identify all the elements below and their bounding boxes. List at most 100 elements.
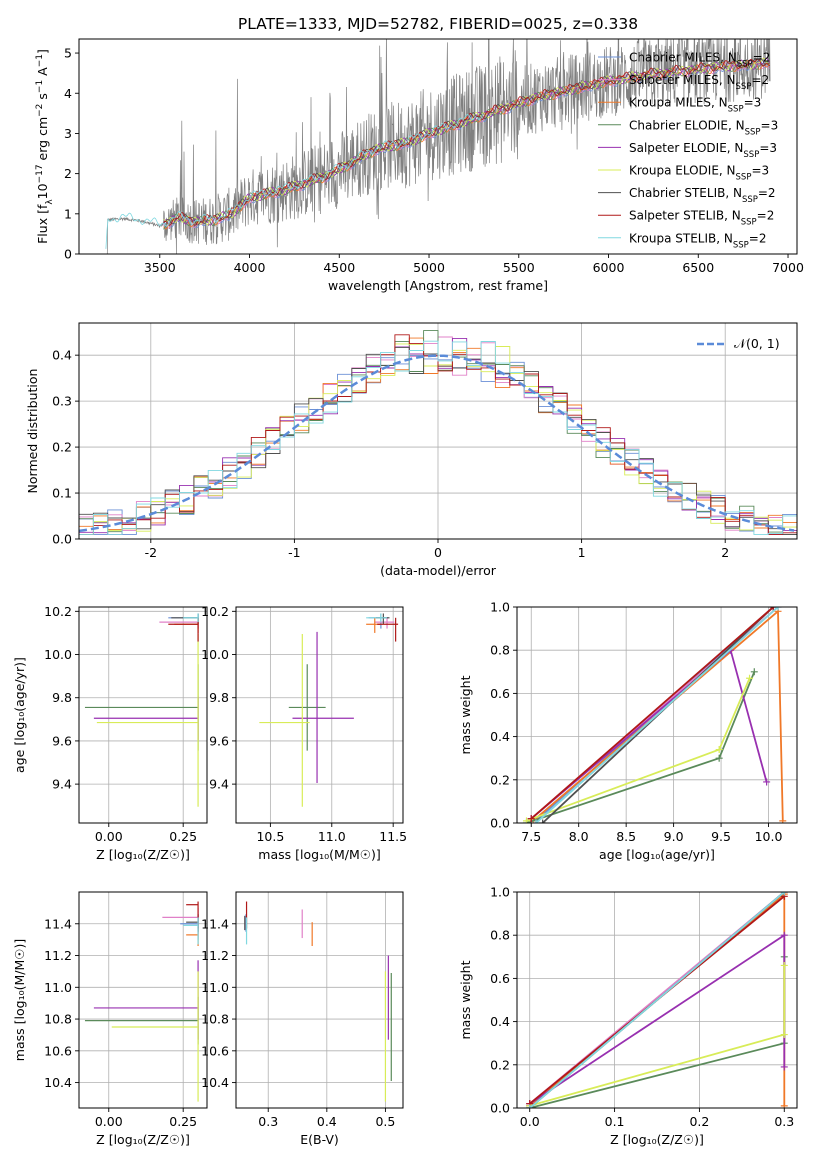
x-tick-label: 0.25	[169, 1114, 197, 1129]
mass-weight-marker	[746, 674, 754, 682]
errorbar-point	[366, 617, 381, 633]
legend-entry: Kroupa MILES, NSSP=3	[629, 96, 761, 115]
x-tick-label: 0.4	[317, 1114, 337, 1129]
legend-entry-sub: SSP	[741, 218, 757, 228]
x-tick-label: 0.3	[774, 1114, 794, 1129]
legend-entry: Chabrier ELODIE, NSSP=3	[629, 118, 778, 137]
y-tick-label: 0.4	[490, 1014, 510, 1029]
legend-entry-name: Chabrier MILES, N	[629, 51, 737, 65]
y-tick-label: 10.2	[201, 604, 229, 619]
y-tick-label: 10.6	[44, 1043, 72, 1058]
axes-frame: 3500 4000 4500 5000 5500 6000 6500 7000 0 1 2 3 4 5 wa…	[35, 46, 804, 293]
axes-border	[235, 891, 404, 1109]
x-tick-label: 9.5	[711, 829, 731, 844]
y-tick-label: 3	[64, 126, 72, 141]
x-tick-label: 11.0	[318, 829, 346, 844]
y-tick-label: 11.2	[201, 948, 229, 963]
panel-residuals: -2 -1 0 1 2 0.0 0.1 0.2 0.3 0.4 (data-model)/error…	[25, 322, 798, 578]
x-tick-label: -1	[288, 545, 300, 560]
y-axis-label: age [log₁₀(age/yr)]	[12, 657, 27, 773]
y-tick-label: 2	[64, 166, 72, 181]
mass-weight-marker	[526, 1104, 534, 1108]
legend-entry-sub: SSP	[733, 240, 749, 250]
normal-curve	[79, 354, 795, 533]
x-tick-label: 6000	[593, 260, 625, 275]
x-axis-label: (data-model)/error	[380, 563, 497, 578]
figure-title: PLATE=1333, MJD=52782, FIBERID=0025, z=0…	[238, 15, 638, 33]
legend-entry-suffix: =2	[757, 209, 775, 223]
legend-entry-sub: SSP	[736, 82, 752, 92]
axes-frame: 10.5 11.0 11.5 9.4 9.6 9.8 10.0 10.2 mass [log₁₀…	[201, 604, 407, 862]
y-tick-label: 11.2	[44, 948, 72, 963]
y-tick-label: 0.0	[490, 816, 510, 831]
axes-frame: 7.5 8.0 8.5 9.0 9.5 10.0 0.0 0.2 0.4 0.6 0.8 1.0 age…	[458, 600, 782, 863]
axes-frame: 0.00 0.25 9.4 9.6 9.8 10.0 10.2 Z [log₁₀(Z/Z☉)]…	[12, 604, 197, 862]
errorbar-point	[374, 617, 395, 629]
y-tick-label: 9.8	[52, 690, 72, 705]
y-tick-label: 11.4	[44, 916, 72, 931]
histogram-step	[79, 340, 797, 535]
y-tick-label: 10.0	[201, 647, 229, 662]
errorbar-point	[288, 664, 326, 751]
panel-massweight-vs-Z: 0.0 0.1 0.2 0.3 0.0 0.2 0.4 0.6 0.8 1.0 Z [log₁₀(Z…	[458, 885, 798, 1148]
x-tick-label: 2	[721, 545, 729, 560]
legend-entry-name: Salpeter ELODIE, N	[629, 141, 743, 155]
plot-area	[105, 39, 771, 254]
y-tick-label: 9.6	[209, 733, 229, 748]
y-tick-label: 11.0	[44, 980, 72, 995]
y-tick-label: 10.8	[201, 1012, 229, 1027]
x-tick-label: 4500	[323, 260, 355, 275]
x-tick-label: 4000	[234, 260, 266, 275]
y-tick-label: 9.4	[52, 777, 72, 792]
mass-weight-marker	[539, 819, 547, 823]
y-tick-label: 5	[64, 46, 72, 61]
y-tick-label: 0.2	[490, 1057, 510, 1072]
errorbar-point	[174, 617, 199, 633]
mass-weight-marker	[715, 754, 723, 762]
errorbar-point	[159, 617, 199, 629]
grid	[79, 892, 207, 1108]
mass-weight-marker	[750, 668, 758, 676]
x-tick-label: -2	[145, 545, 157, 560]
legend-entry-name: Chabrier STELIB, N	[629, 186, 742, 200]
legend-entry-suffix: =3	[759, 141, 777, 155]
errorbar-point	[377, 617, 399, 642]
y-axis-label-part: A	[35, 67, 50, 80]
x-tick-label: 3500	[144, 260, 176, 275]
mass-weight-line	[529, 892, 785, 1108]
x-axis-label: Z [log₁₀(Z/Z☉)]	[96, 847, 190, 862]
mass-weight-line	[529, 956, 786, 1108]
x-tick-label: 10.0	[755, 829, 783, 844]
y-tick-label: 0.8	[490, 928, 510, 943]
x-tick-label: 10.5	[256, 829, 284, 844]
y-axis-label-part: −17	[35, 164, 45, 183]
x-tick-label: 11.5	[379, 829, 407, 844]
errorbar-point	[368, 613, 389, 629]
mass-weight-line	[530, 607, 774, 820]
y-tick-label: 11.0	[201, 980, 229, 995]
panel-spectrum: 3500 4000 4500 5000 5500 6000 6500 7000 0 1 2 3 4 5 wa…	[35, 38, 804, 293]
legend-entry-suffix: =3	[744, 96, 762, 110]
legend-entry-name: Salpeter MILES, N	[629, 73, 736, 87]
y-tick-label: 9.4	[209, 777, 229, 792]
y-tick-label: 0.2	[52, 440, 72, 455]
legend-entry-name: Kroupa MILES, N	[629, 96, 728, 110]
x-tick-label: 7.5	[521, 829, 541, 844]
x-tick-label: 0	[434, 545, 442, 560]
x-tick-label: 1	[578, 545, 586, 560]
y-tick-label: 10.8	[44, 1012, 72, 1027]
axes-frame: 0.0 0.1 0.2 0.3 0.0 0.2 0.4 0.6 0.8 1.0 Z [log₁₀(Z…	[458, 885, 794, 1148]
mass-weight-line	[529, 933, 786, 1105]
legend-entry: Salpeter ELODIE, NSSP=3	[629, 141, 777, 160]
axes-frame: 0.3 0.4 0.5 10.4 10.6 10.8 11.0 11.2 11.4 E(B-V)	[201, 916, 395, 1147]
mass-weight-line	[535, 607, 779, 823]
legend-entry-sub: SSP	[745, 127, 761, 137]
errorbar-point	[93, 960, 199, 1040]
y-tick-label: 0.8	[490, 643, 510, 658]
x-tick-label: 6500	[682, 260, 714, 275]
x-tick-label: 9.0	[664, 829, 684, 844]
y-tick-label: 0.3	[52, 394, 72, 409]
legend: 𝒩(0, 1)	[697, 336, 780, 351]
y-tick-label: 11.4	[201, 916, 229, 931]
legend-entry-name: Kroupa ELODIE, N	[629, 164, 736, 178]
